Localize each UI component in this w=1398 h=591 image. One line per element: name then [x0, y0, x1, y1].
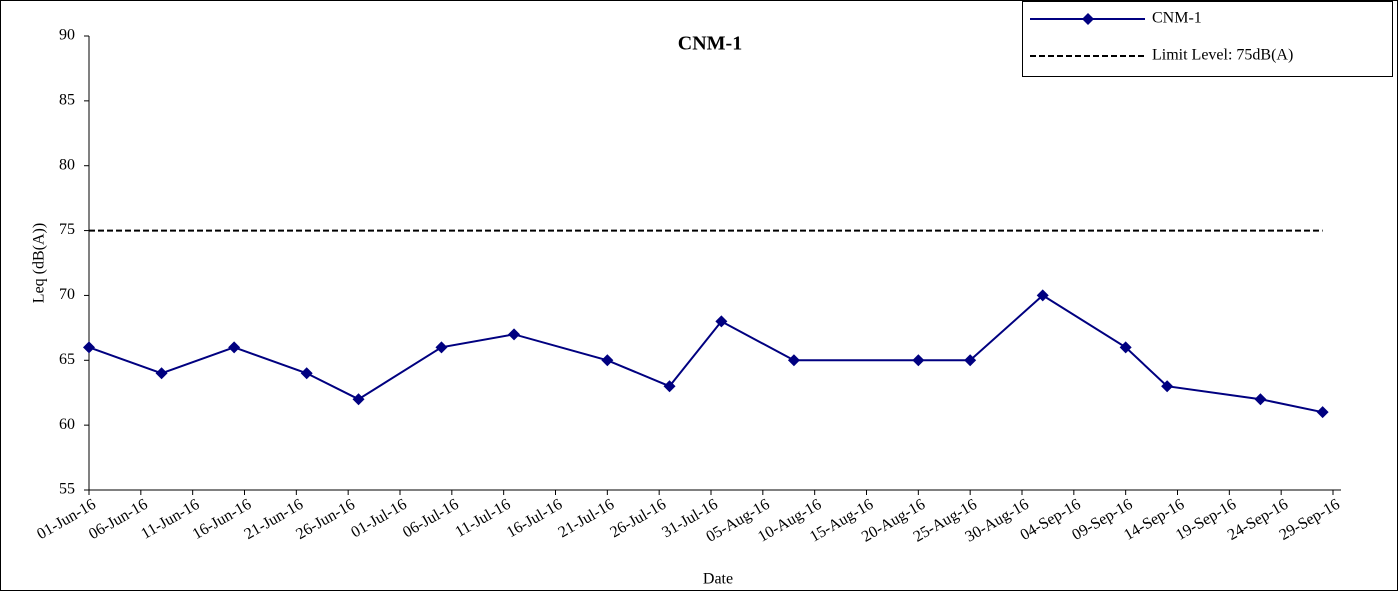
- data-point: [300, 367, 313, 380]
- data-point: [228, 341, 241, 354]
- data-point: [155, 367, 168, 380]
- y-tick-label: 60: [59, 416, 75, 433]
- data-point: [601, 354, 614, 367]
- y-tick-label: 85: [59, 92, 75, 109]
- data-point: [715, 315, 728, 328]
- data-point: [787, 354, 800, 367]
- y-tick-label: 75: [59, 221, 75, 238]
- data-point: [508, 328, 521, 341]
- data-point: [1254, 393, 1267, 406]
- data-point: [663, 380, 676, 393]
- y-tick-label: 55: [59, 481, 75, 498]
- data-point: [83, 341, 95, 354]
- y-tick-label: 70: [59, 286, 75, 303]
- legend-label: Limit Level: 75dB(A): [1152, 47, 1293, 64]
- data-point: [912, 354, 925, 367]
- legend-marker: [1082, 13, 1094, 25]
- data-point: [964, 354, 977, 367]
- data-point: [1036, 289, 1049, 302]
- y-axis-label: Leq (dB(A)): [31, 223, 48, 303]
- data-point: [1119, 341, 1132, 354]
- x-axis-label: Date: [703, 571, 733, 588]
- y-tick-label: 90: [59, 27, 75, 44]
- chart-title: CNM-1: [678, 33, 742, 55]
- data-point: [435, 341, 448, 354]
- legend-box: [1022, 1, 1393, 77]
- series-line: [88, 294, 1323, 414]
- data-point: [352, 393, 365, 406]
- data-point: [1161, 380, 1174, 393]
- y-tick-label: 65: [59, 351, 75, 368]
- y-tick-label: 80: [59, 156, 75, 173]
- data-point: [1316, 406, 1329, 419]
- legend-label: CNM-1: [1152, 10, 1202, 27]
